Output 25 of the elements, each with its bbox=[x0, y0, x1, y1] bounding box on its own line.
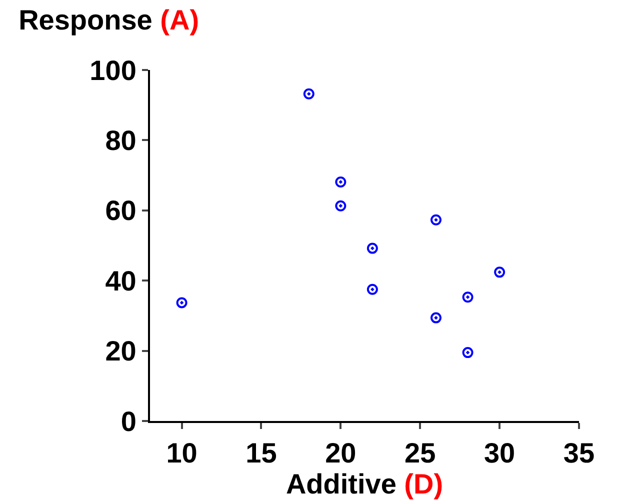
x-tick-label: 25 bbox=[404, 438, 436, 469]
y-tick-label: 0 bbox=[120, 406, 136, 437]
point bbox=[366, 242, 378, 254]
x-tick-label: 10 bbox=[166, 438, 198, 469]
point bbox=[366, 284, 378, 295]
point bbox=[462, 347, 474, 358]
x-tick-label: 15 bbox=[246, 438, 277, 469]
point bbox=[430, 214, 442, 226]
x-tick-label: 20 bbox=[325, 438, 356, 469]
y-tick-label: 80 bbox=[105, 125, 136, 156]
point bbox=[335, 200, 346, 212]
point bbox=[303, 88, 314, 100]
x-tick-label: 35 bbox=[563, 438, 595, 469]
y-tick-label: 100 bbox=[90, 54, 136, 86]
point bbox=[462, 292, 474, 303]
y-tick-label: 60 bbox=[105, 195, 136, 226]
point bbox=[494, 266, 506, 278]
x-tick-label: 30 bbox=[484, 438, 516, 469]
y-tick-label: 40 bbox=[105, 265, 136, 296]
y-tick-label: 20 bbox=[105, 336, 136, 367]
x-axis-title: Additive (D) bbox=[286, 468, 444, 500]
point bbox=[430, 312, 442, 324]
point bbox=[335, 176, 346, 188]
point bbox=[176, 297, 188, 308]
chart-title: Response (A) bbox=[18, 4, 200, 36]
